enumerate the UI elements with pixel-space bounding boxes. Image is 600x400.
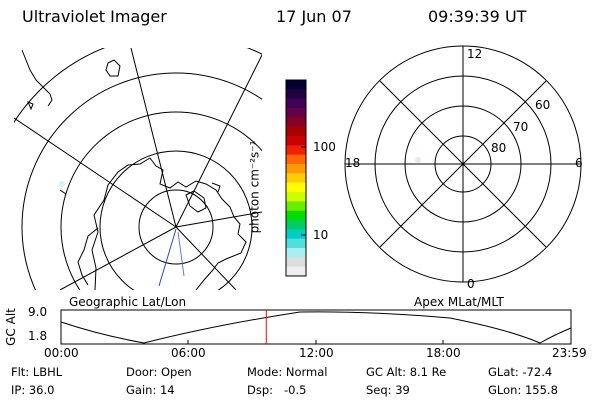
coastline bbox=[27, 101, 34, 111]
altitude-ylabel: GC Alt bbox=[3, 308, 18, 346]
meridian-line bbox=[175, 226, 237, 290]
colorbar-band bbox=[286, 126, 306, 137]
meridian-line bbox=[175, 211, 262, 228]
colorbar-band bbox=[286, 248, 306, 258]
altitude-xtick: 00:00 bbox=[44, 346, 79, 360]
time-label: 09:39:39 UT bbox=[428, 7, 527, 26]
colorbar-unit-label: photon cm⁻²s⁻¹ bbox=[247, 140, 262, 234]
colorbar-tick-label: 100 bbox=[313, 140, 336, 154]
lat-circle bbox=[99, 150, 253, 290]
meridian-line bbox=[175, 54, 262, 228]
coastline bbox=[59, 189, 67, 195]
glon-info: GLon: 155.8 bbox=[488, 383, 558, 397]
altitude-plot-frame bbox=[60, 309, 572, 345]
colorbar-band bbox=[286, 210, 306, 221]
magnetic-polar-plot bbox=[344, 45, 582, 283]
coastline bbox=[21, 49, 53, 107]
colorbar-band bbox=[286, 201, 306, 212]
mlat-label: 70 bbox=[513, 120, 529, 134]
colorbar-band bbox=[286, 192, 306, 202]
altitude-curve bbox=[60, 311, 572, 344]
mlat-label: 60 bbox=[535, 98, 551, 112]
coastline bbox=[77, 227, 99, 286]
colorbar-band bbox=[286, 238, 306, 249]
aurora-spot bbox=[59, 181, 65, 187]
gain-info: Gain: 14 bbox=[126, 383, 175, 397]
coastline bbox=[91, 157, 247, 290]
aurora-spot bbox=[415, 157, 421, 163]
colorbar-tick-label: 10 bbox=[313, 228, 329, 242]
coastline bbox=[185, 190, 207, 213]
coastline bbox=[211, 182, 221, 193]
magnetic-panel-label: Apex MLat/MLT bbox=[414, 295, 504, 309]
ip-info: IP: 36.0 bbox=[11, 383, 55, 397]
coastline bbox=[105, 59, 121, 77]
mlt-label: 18 bbox=[345, 156, 361, 170]
colorbar-band bbox=[286, 266, 306, 277]
colorbar-band bbox=[286, 117, 306, 128]
lat-circle bbox=[138, 189, 214, 265]
mlt-label: 12 bbox=[467, 47, 483, 61]
altitude-plot bbox=[60, 309, 572, 345]
colorbar-band bbox=[286, 108, 306, 118]
colorbar-band bbox=[286, 164, 306, 174]
altitude-xtick: 06:00 bbox=[171, 346, 206, 360]
geographic-panel-label: Geographic Lat/Lon bbox=[69, 295, 187, 309]
lat-circle bbox=[60, 111, 262, 290]
altitude-xtick: 18:00 bbox=[426, 346, 461, 360]
colorbar-frame bbox=[285, 79, 307, 277]
altitude-xtick: 23:59 bbox=[552, 346, 587, 360]
colorbar-band bbox=[286, 136, 306, 146]
geographic-map bbox=[14, 48, 262, 290]
mlt-label: 0 bbox=[467, 277, 475, 291]
colorbar-band bbox=[286, 154, 306, 165]
aurora-trace bbox=[177, 231, 185, 277]
colorbar-band bbox=[286, 145, 306, 156]
colorbar bbox=[285, 79, 307, 277]
mlat-label: 80 bbox=[491, 141, 507, 155]
altitude-ytick: 9.0 bbox=[28, 305, 48, 319]
mlt-label: 6 bbox=[575, 156, 583, 170]
gc-alt-info: GC Alt: 8.1 Re bbox=[366, 365, 447, 379]
colorbar-band bbox=[286, 173, 306, 184]
seq-info: Seq: 39 bbox=[366, 383, 410, 397]
glat-info: GLat: -72.4 bbox=[488, 365, 553, 379]
colorbar-band bbox=[286, 229, 306, 240]
instrument-title: Ultraviolet Imager bbox=[22, 7, 167, 26]
filter-info: Flt: LBHL bbox=[11, 365, 63, 379]
door-info: Door: Open bbox=[126, 365, 192, 379]
meridian-line bbox=[14, 117, 177, 228]
colorbar-band bbox=[286, 98, 306, 109]
altitude-xtick: 12:00 bbox=[299, 346, 334, 360]
altitude-ytick: 1.8 bbox=[28, 329, 48, 343]
colorbar-band bbox=[286, 220, 306, 230]
aurora-trace bbox=[158, 228, 177, 287]
colorbar-band bbox=[286, 80, 306, 90]
meridian-line bbox=[59, 226, 177, 290]
mlt-line bbox=[379, 80, 547, 248]
mode-info: Mode: Normal bbox=[247, 365, 328, 379]
colorbar-band bbox=[286, 182, 306, 193]
colorbar-band bbox=[286, 89, 306, 100]
meridian-line bbox=[130, 48, 177, 228]
date-label: 17 Jun 07 bbox=[276, 7, 352, 26]
colorbar-band bbox=[286, 257, 306, 268]
lat-circle bbox=[21, 72, 262, 290]
dsp-info: Dsp: -0.5 bbox=[247, 383, 307, 397]
